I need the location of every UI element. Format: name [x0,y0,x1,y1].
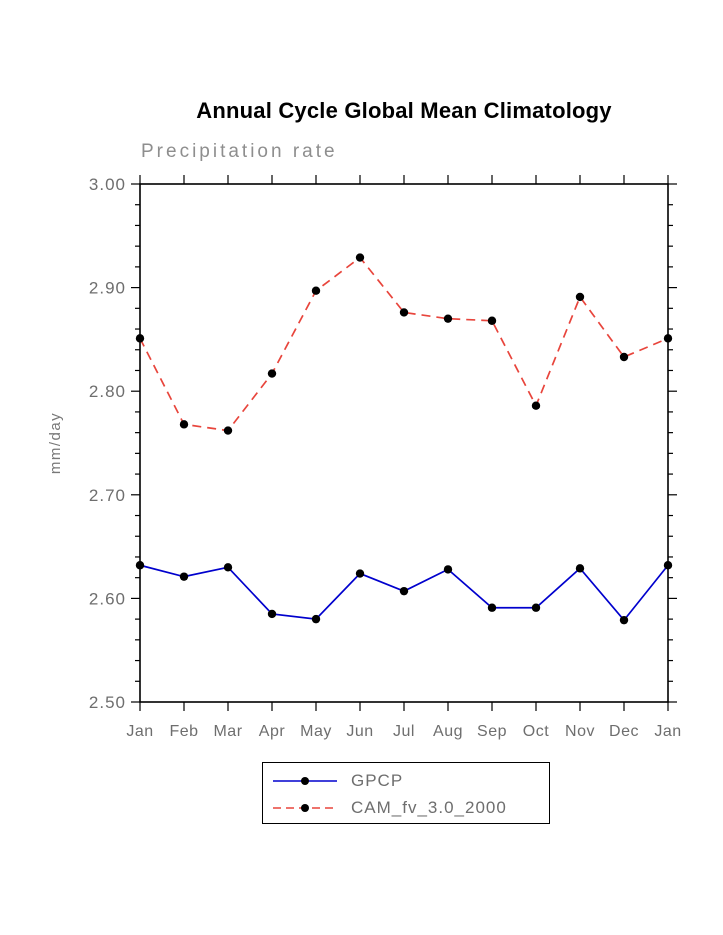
data-point [267,609,277,619]
x-tick-label: Nov [565,723,595,740]
x-tick-label: Jan [126,723,153,740]
data-point [575,292,585,302]
data-point [311,286,321,295]
data-point [179,420,189,429]
data-point [223,426,233,435]
data-point [531,401,541,410]
data-point [135,561,145,570]
data-point [443,314,453,323]
x-tick-label: Apr [259,723,286,740]
chart-subtitle: Precipitation rate [141,141,338,162]
legend-marker-dot [301,803,309,812]
data-point [399,308,409,317]
x-tick-label: Jun [346,723,373,740]
data-point [487,603,497,612]
data-point [487,316,497,325]
y-tick-label: 2.80 [89,382,126,401]
legend-entry: CAM_fv_3.0_2000 [263,794,549,821]
x-tick-label: Jan [654,723,681,740]
y-tick-label: 2.60 [89,589,126,608]
y-tick-label: 2.90 [89,279,126,298]
data-point [179,572,189,581]
y-tick-label: 2.50 [89,693,126,712]
x-tick-label: Dec [609,723,639,740]
legend-label: CAM_fv_3.0_2000 [351,797,507,817]
x-tick-label: Jul [393,723,415,740]
x-tick-label: Aug [433,723,463,740]
data-point [267,369,277,378]
y-tick-label: 3.00 [89,175,126,194]
legend: GPCP CAM_fv_3.0_2000 [262,762,550,824]
x-tick-label: Oct [523,723,549,740]
series-line-CAM_fv_3.0_2000 [139,256,669,432]
x-tick-label: May [300,723,332,740]
data-point [399,586,409,596]
y-tick-label: 2.70 [89,486,126,505]
data-point [443,565,453,574]
x-tick-label: Feb [169,723,198,740]
data-point [619,352,629,362]
data-point [619,615,629,625]
data-point [663,334,673,343]
data-point [223,563,233,572]
data-point [663,561,673,570]
chart-title: Annual Cycle Global Mean Climatology [196,98,612,123]
legend-label: GPCP [351,770,404,790]
data-point [311,614,321,624]
x-tick-label: Mar [213,723,242,740]
data-point [531,603,541,612]
legend-line-sample [273,776,337,785]
plot-frame [139,183,669,703]
legend-marker-dot [301,776,309,785]
x-tick-label: Sep [477,723,507,740]
legend-entry: GPCP [263,767,549,794]
data-point [355,569,365,578]
data-point [575,564,585,573]
data-point [355,253,365,262]
data-point [135,334,145,343]
legend-line-sample [273,803,337,812]
